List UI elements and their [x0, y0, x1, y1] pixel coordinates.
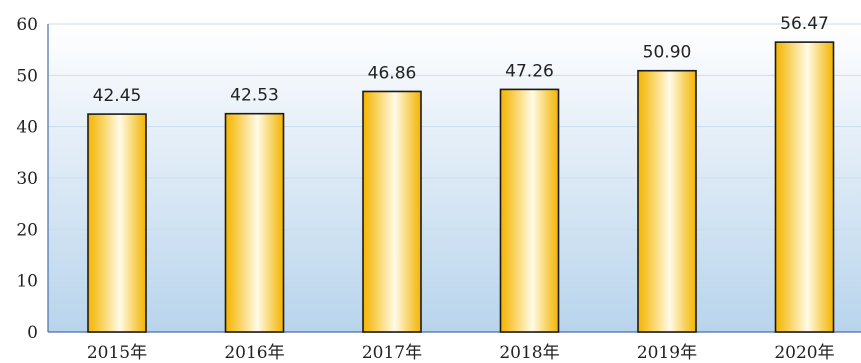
x-tick-label: 2017年	[362, 343, 422, 363]
x-tick-labels: 2015年 2016年 2017年 2018年 2019年 2020年	[87, 343, 835, 363]
data-label: 46.86	[368, 63, 417, 83]
data-label: 56.47	[780, 14, 829, 34]
y-tick-label: 30	[16, 169, 38, 189]
x-tick-label: 2015年	[87, 343, 147, 363]
bar	[87, 113, 147, 333]
y-tick-labels: 0 10 20 30 40 50 60	[16, 15, 38, 343]
bars	[87, 41, 835, 333]
x-tick-label: 2019年	[637, 343, 697, 363]
y-tick-label: 10	[16, 272, 38, 292]
axes	[47, 24, 861, 333]
bar	[499, 88, 560, 333]
data-labels: 42.45 42.53 46.86 47.26 50.90 56.47	[93, 14, 829, 106]
x-tick-label: 2016年	[224, 343, 284, 363]
y-tick-label: 50	[16, 66, 38, 86]
bar	[774, 41, 835, 333]
y-tick-label: 60	[16, 15, 38, 35]
data-label: 42.53	[230, 86, 279, 106]
data-label: 47.26	[505, 61, 554, 81]
y-tick-label: 40	[16, 118, 38, 138]
x-tick-label: 2018年	[499, 343, 559, 363]
y-tick-label: 20	[16, 220, 38, 240]
data-label: 42.45	[93, 86, 142, 106]
bar	[224, 112, 285, 333]
data-label: 50.90	[643, 43, 692, 63]
y-tick-label: 0	[27, 323, 38, 343]
gridlines	[48, 23, 861, 282]
bar	[637, 69, 697, 333]
bar	[362, 90, 422, 333]
x-tick-label: 2020年	[774, 343, 834, 363]
